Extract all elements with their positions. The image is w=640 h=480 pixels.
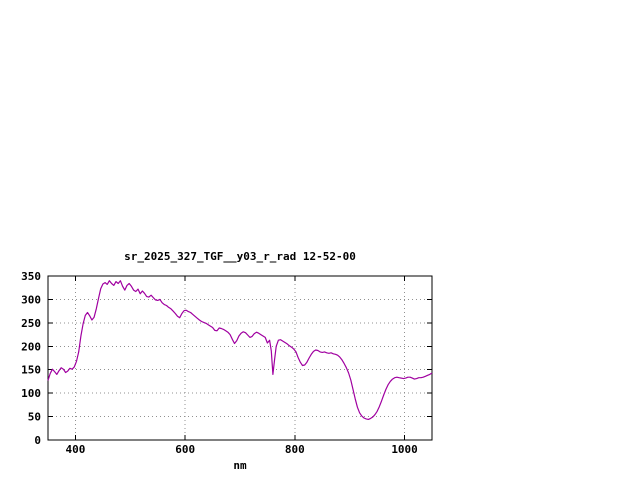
chart-title: sr_2025_327_TGF__y03_r_rad 12-52-00 xyxy=(124,250,356,263)
x-axis-label: nm xyxy=(233,459,247,472)
y-tick-label: 100 xyxy=(21,387,41,400)
y-tick-label: 0 xyxy=(34,434,41,447)
series-line-spectral-radiance xyxy=(47,280,433,420)
y-tick-label: 150 xyxy=(21,364,41,377)
x-tick-label: 1000 xyxy=(391,443,418,456)
y-tick-label: 300 xyxy=(21,293,41,306)
x-tick-label: 800 xyxy=(285,443,305,456)
x-tick-label: 600 xyxy=(175,443,195,456)
y-tick-label: 50 xyxy=(28,411,41,424)
y-tick-label: 200 xyxy=(21,340,41,353)
y-tick-label: 250 xyxy=(21,317,41,330)
plot-border xyxy=(47,275,433,441)
y-tick-label: 350 xyxy=(21,270,41,283)
x-tick-label: 400 xyxy=(65,443,85,456)
